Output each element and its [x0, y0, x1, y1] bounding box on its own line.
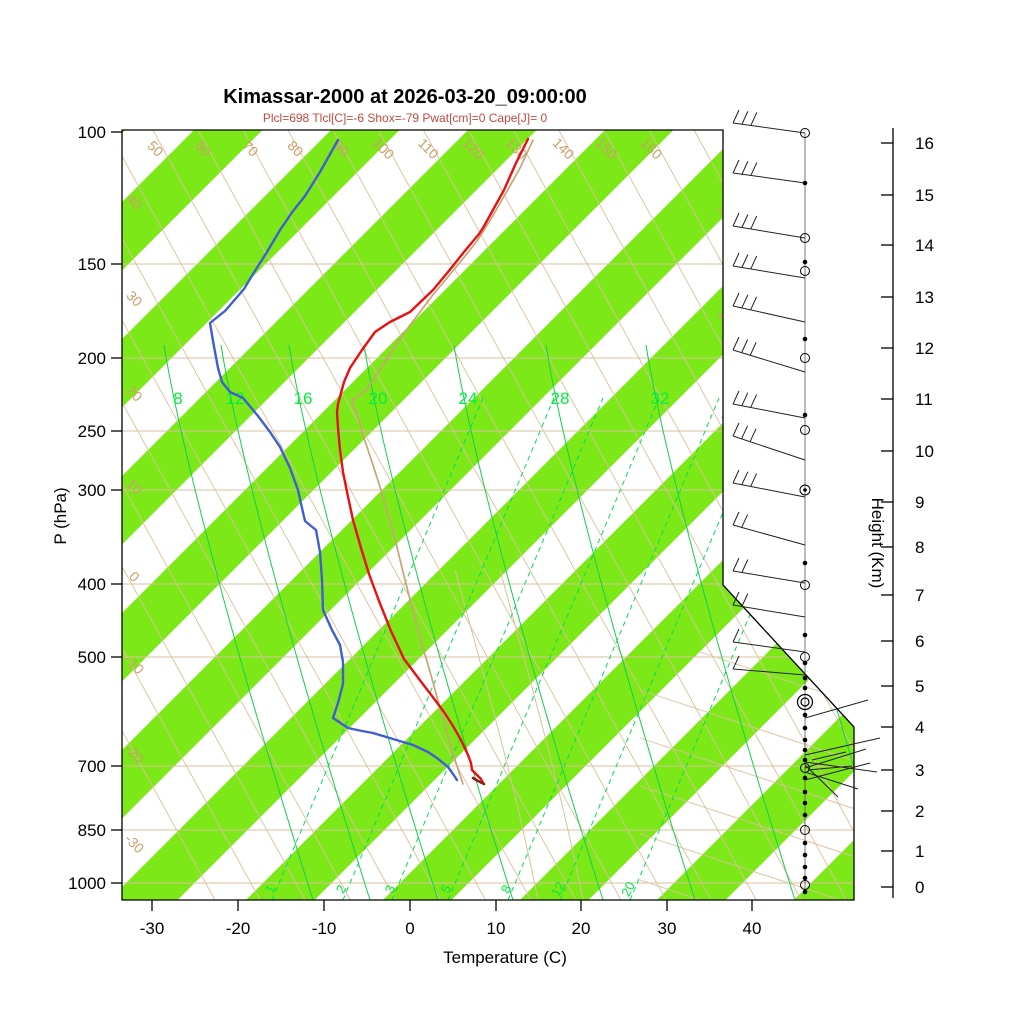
svg-text:850: 850	[78, 821, 106, 840]
svg-text:20: 20	[572, 919, 591, 938]
chart-subtitle: Plcl=698 Tlcl[C]=-6 Shox=-79 Pwat[cm]=0 …	[262, 111, 548, 125]
svg-text:P (hPa): P (hPa)	[51, 487, 70, 544]
svg-text:500: 500	[78, 648, 106, 667]
svg-text:12: 12	[226, 389, 245, 408]
svg-text:2: 2	[915, 802, 924, 821]
svg-text:14: 14	[915, 236, 934, 255]
svg-text:300: 300	[78, 481, 106, 500]
svg-text:7: 7	[915, 586, 924, 605]
svg-text:1: 1	[915, 842, 924, 861]
svg-text:12: 12	[915, 339, 934, 358]
svg-text:20: 20	[369, 389, 388, 408]
svg-text:16: 16	[915, 134, 934, 153]
svg-text:20: 20	[618, 879, 638, 899]
svg-text:150: 150	[78, 255, 106, 274]
svg-text:-10: -10	[312, 919, 337, 938]
svg-text:4: 4	[915, 718, 924, 737]
svg-text:15: 15	[915, 186, 934, 205]
svg-text:0: 0	[405, 919, 414, 938]
svg-text:10: 10	[915, 442, 934, 461]
svg-text:12: 12	[548, 879, 568, 899]
svg-text:-20: -20	[226, 919, 251, 938]
svg-text:13: 13	[915, 288, 934, 307]
svg-text:16: 16	[294, 389, 313, 408]
chart-title: Kimassar-2000 at 2026-03-20_09:00:00	[223, 86, 587, 108]
svg-text:200: 200	[78, 349, 106, 368]
svg-text:Height (Km): Height (Km)	[868, 498, 887, 589]
svg-text:10: 10	[744, 584, 766, 606]
svg-text:250: 250	[78, 422, 106, 441]
svg-text:0: 0	[915, 878, 924, 897]
svg-text:30: 30	[658, 919, 677, 938]
svg-text:40: 40	[743, 919, 762, 938]
svg-text:24: 24	[459, 389, 478, 408]
svg-text:30: 30	[832, 680, 854, 702]
svg-text:1000: 1000	[68, 874, 106, 893]
svg-text:8: 8	[173, 389, 182, 408]
svg-text:9: 9	[915, 493, 924, 512]
svg-text:11: 11	[915, 390, 933, 409]
svg-text:28: 28	[551, 389, 570, 408]
svg-text:10: 10	[487, 919, 506, 938]
svg-text:Temperature (C): Temperature (C)	[443, 948, 567, 967]
svg-text:100: 100	[78, 123, 106, 142]
svg-text:700: 700	[78, 757, 106, 776]
svg-text:3: 3	[915, 761, 924, 780]
svg-text:6: 6	[915, 632, 924, 651]
svg-text:5: 5	[915, 677, 924, 696]
svg-text:-30: -30	[140, 919, 165, 938]
svg-text:32: 32	[651, 389, 670, 408]
svg-text:8: 8	[915, 538, 924, 557]
svg-text:20: 20	[789, 633, 811, 655]
svg-text:400: 400	[78, 575, 106, 594]
